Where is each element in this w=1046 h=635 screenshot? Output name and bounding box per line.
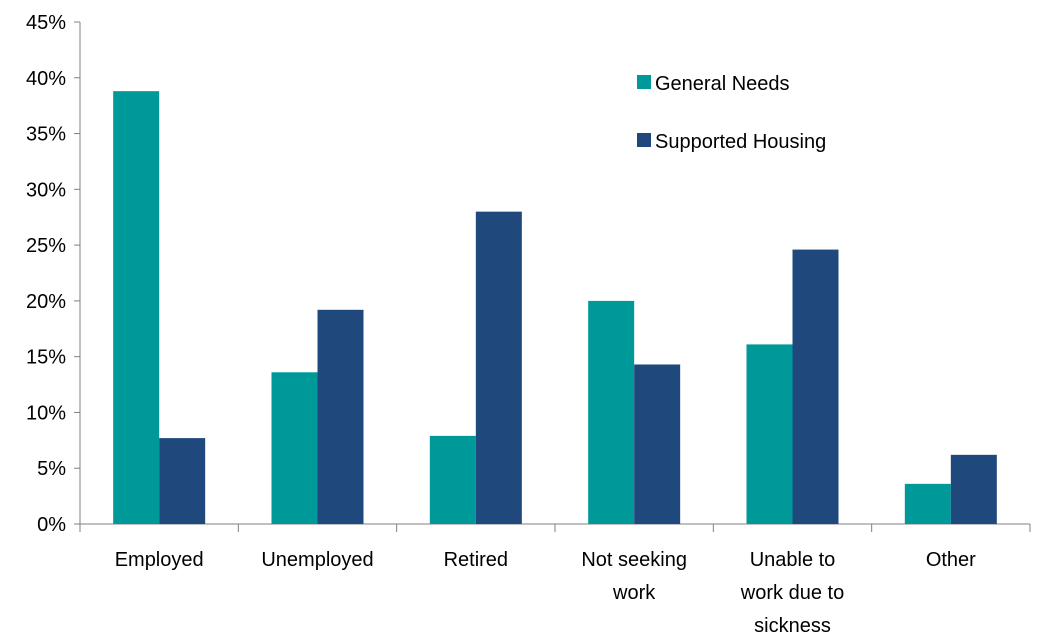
bar-supported-housing — [950, 454, 997, 524]
y-tick-label: 45% — [26, 12, 66, 34]
bar-general-needs — [588, 300, 635, 524]
legend-label: General Needs — [655, 73, 790, 95]
y-tick-label: 20% — [26, 291, 66, 313]
y-tick-label: 15% — [26, 347, 66, 369]
bar-general-needs — [113, 91, 160, 525]
bar-general-needs — [271, 372, 318, 524]
x-tick-label: Unemployed — [261, 549, 373, 571]
y-tick-label: 40% — [26, 68, 66, 90]
x-tick-label: Employed — [115, 549, 204, 571]
y-axis: 0% 5% 10% 15% 20% 25% 30% 35% 40% 45% — [26, 12, 81, 536]
y-tick-label: 25% — [26, 235, 66, 257]
bar-supported-housing — [317, 309, 364, 524]
x-tick-label: Other — [926, 549, 976, 571]
y-tick-label: 30% — [26, 179, 66, 201]
bar-general-needs — [904, 483, 951, 524]
bar-supported-housing — [634, 364, 681, 524]
x-tick-label: Retired — [444, 549, 508, 571]
bar-supported-housing — [159, 438, 206, 524]
x-axis: Employed Unemployed Retired Not seeking work… — [79, 523, 1031, 635]
y-tick-label: 35% — [26, 124, 66, 146]
bars — [113, 91, 997, 525]
bar-general-needs — [429, 435, 476, 524]
y-tick-label: 5% — [37, 458, 66, 480]
bar-general-needs — [746, 344, 793, 524]
y-tick-label: 0% — [37, 514, 66, 536]
legend-swatch — [637, 75, 651, 89]
y-tick-label: 10% — [26, 402, 66, 424]
x-tick-label: Unable to work due to sickness — [740, 549, 844, 635]
bar-supported-housing — [792, 249, 839, 524]
legend: General Needs Supported Housing — [637, 73, 826, 153]
legend-label: Supported Housing — [655, 131, 826, 153]
x-tick-label: Not seeking work — [581, 549, 687, 604]
legend-swatch — [637, 133, 651, 147]
bar-supported-housing — [475, 211, 522, 524]
